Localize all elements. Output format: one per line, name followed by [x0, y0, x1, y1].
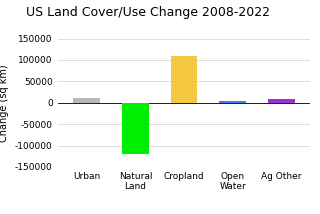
Y-axis label: Change (sq km): Change (sq km) — [0, 64, 9, 141]
Bar — [268, 99, 295, 103]
Bar — [219, 101, 246, 103]
Bar — [122, 103, 149, 154]
Bar — [73, 98, 100, 103]
Text: US Land Cover/Use Change 2008-2022: US Land Cover/Use Change 2008-2022 — [26, 6, 270, 19]
Bar — [171, 56, 197, 103]
